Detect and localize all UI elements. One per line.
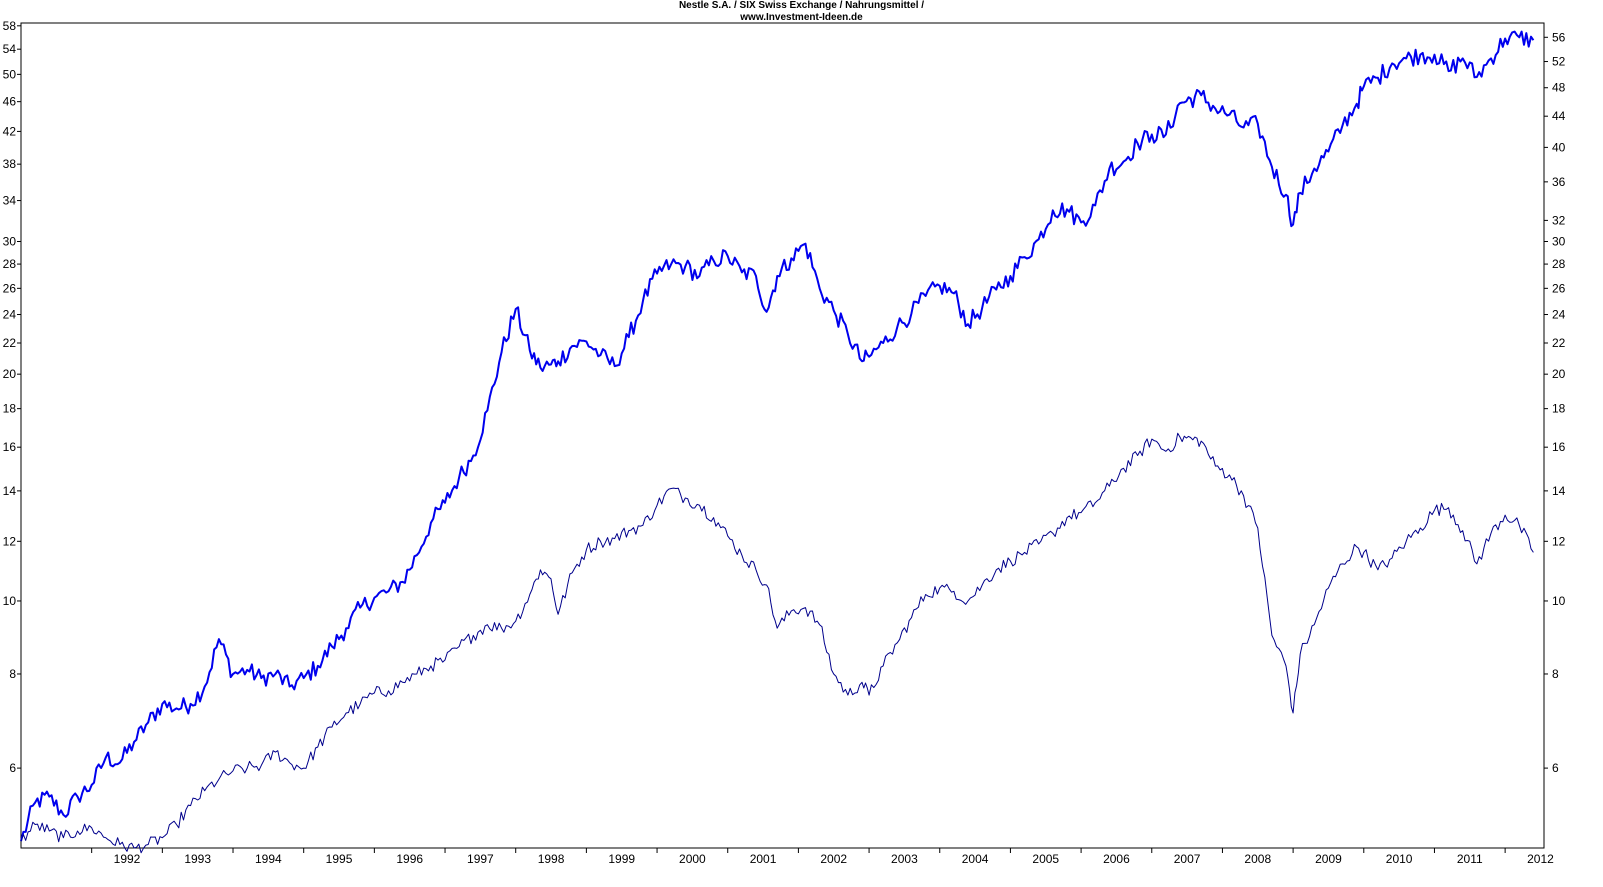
x-tick-label: 1997 — [467, 852, 494, 866]
right-tick-label: 56 — [1552, 30, 1566, 44]
left-tick-label: 30 — [3, 235, 17, 249]
left-tick-label: 38 — [3, 157, 17, 171]
x-tick-label: 2006 — [1103, 852, 1130, 866]
left-tick-label: 24 — [3, 308, 17, 322]
x-tick-label: 1994 — [255, 852, 282, 866]
right-tick-label: 44 — [1552, 109, 1566, 123]
x-tick-label: 2011 — [1457, 852, 1483, 866]
left-tick-label: 28 — [3, 257, 17, 271]
right-tick-label: 8 — [1552, 667, 1559, 681]
right-tick-label: 12 — [1552, 534, 1566, 548]
x-tick-label: 1999 — [608, 852, 635, 866]
left-tick-label: 42 — [3, 124, 17, 138]
left-tick-label: 58 — [3, 19, 17, 33]
plot-frame — [20, 22, 1545, 849]
right-tick-label: 40 — [1552, 140, 1566, 154]
left-tick-label: 46 — [3, 95, 17, 109]
right-tick-label: 48 — [1552, 81, 1566, 95]
right-tick-label: 26 — [1552, 281, 1566, 295]
x-tick-label: 2008 — [1244, 852, 1271, 866]
x-tick-label: 2012 — [1527, 852, 1554, 866]
x-tick-label: 1993 — [184, 852, 211, 866]
right-tick-label: 28 — [1552, 257, 1566, 271]
x-tick-label: 2003 — [891, 852, 918, 866]
right-tick-label: 10 — [1552, 594, 1566, 608]
right-tick-label: 20 — [1552, 367, 1566, 381]
left-tick-label: 26 — [3, 281, 17, 295]
left-tick-label: 18 — [3, 402, 17, 416]
right-tick-label: 14 — [1552, 484, 1566, 498]
right-tick-label: 32 — [1552, 213, 1566, 227]
left-tick-label: 20 — [3, 367, 17, 381]
series-line-thin — [20, 432, 1534, 854]
right-tick-label: 16 — [1552, 440, 1566, 454]
left-tick-label: 34 — [3, 194, 17, 208]
left-tick-label: 6 — [9, 761, 16, 775]
x-tick-label: 2001 — [750, 852, 777, 866]
right-tick-label: 18 — [1552, 402, 1566, 416]
x-tick-label: 1992 — [114, 852, 141, 866]
left-tick-label: 50 — [3, 67, 17, 81]
left-tick-label: 14 — [3, 484, 17, 498]
x-tick-label: 1995 — [326, 852, 353, 866]
x-tick-label: 2004 — [962, 852, 989, 866]
series-line-thick — [20, 30, 1535, 842]
x-tick-label: 2000 — [679, 852, 706, 866]
x-tick-label: 2009 — [1315, 852, 1342, 866]
right-tick-label: 30 — [1552, 235, 1566, 249]
left-tick-label: 22 — [3, 336, 17, 350]
x-tick-label: 1998 — [538, 852, 565, 866]
x-tick-label: 1996 — [396, 852, 423, 866]
right-tick-label: 36 — [1552, 175, 1566, 189]
left-tick-label: 10 — [3, 594, 17, 608]
left-tick-label: 8 — [9, 667, 16, 681]
x-tick-label: 2010 — [1386, 852, 1413, 866]
right-tick-label: 52 — [1552, 55, 1566, 69]
right-tick-label: 24 — [1552, 308, 1566, 322]
x-tick-label: 2007 — [1174, 852, 1201, 866]
right-tick-label: 22 — [1552, 336, 1566, 350]
chart-title: Nestle S.A. / SIX Swiss Exchange / Nahru… — [678, 0, 925, 11]
x-tick-label: 2002 — [820, 852, 847, 866]
left-tick-label: 12 — [3, 534, 17, 548]
right-tick-label: 6 — [1552, 761, 1559, 775]
left-tick-label: 16 — [3, 440, 17, 454]
chart-subtitle: www.Investment-Ideen.de — [740, 12, 863, 23]
left-tick-label: 54 — [3, 42, 17, 56]
x-tick-label: 2005 — [1032, 852, 1059, 866]
